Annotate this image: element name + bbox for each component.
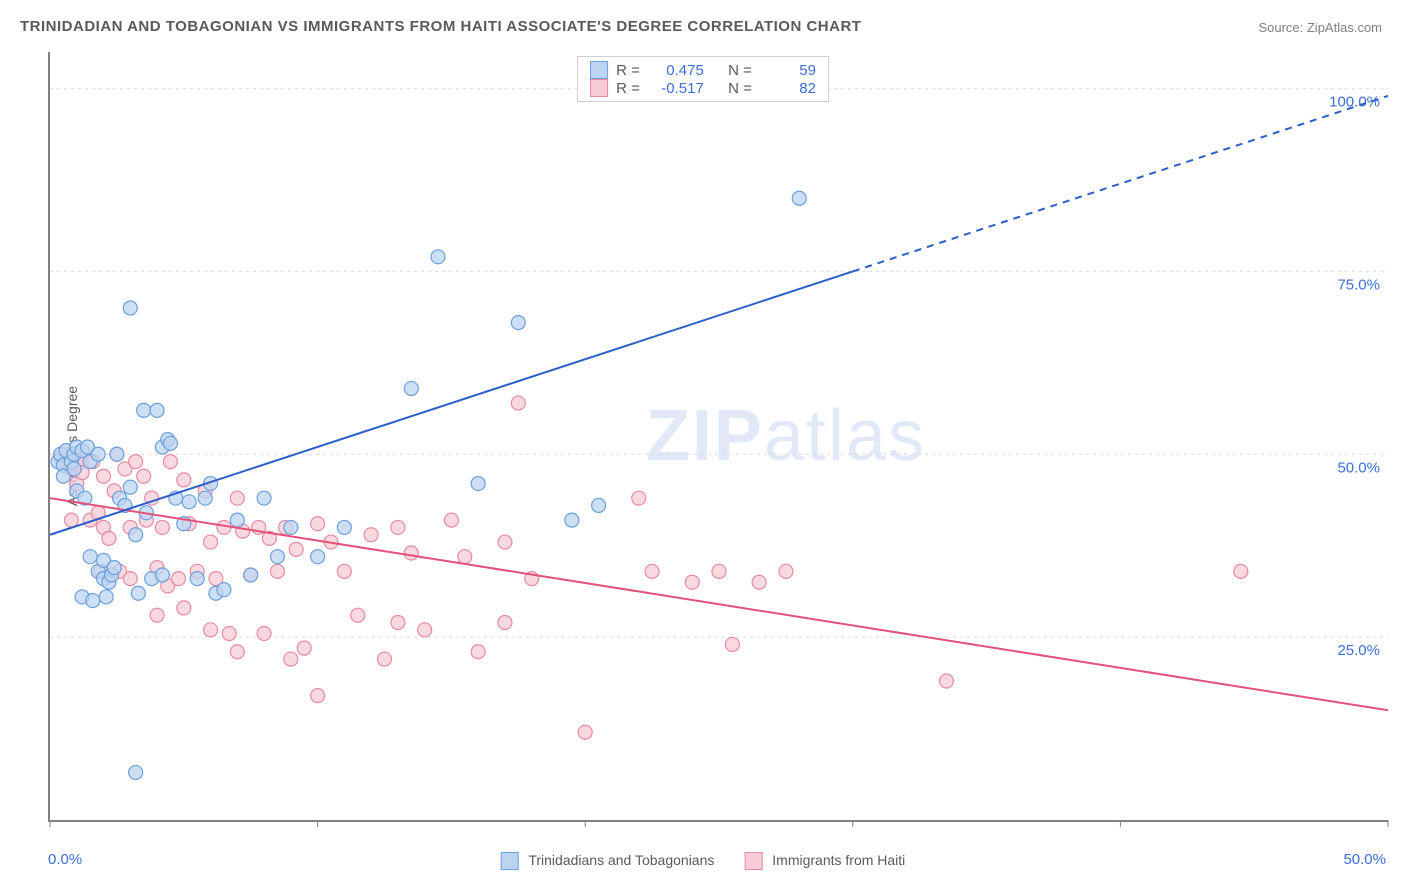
source-label: Source: ZipAtlas.com — [1258, 20, 1382, 35]
legend-item-1: Trinidadians and Tobagonians — [501, 852, 715, 870]
svg-text:25.0%: 25.0% — [1337, 642, 1380, 659]
svg-text:50.0%: 50.0% — [1337, 459, 1380, 476]
n-label: N = — [728, 62, 752, 79]
legend-label-1: Trinidadians and Tobagonians — [528, 852, 714, 868]
n-value-2: 82 — [760, 80, 816, 97]
x-axis-max-label: 50.0% — [1343, 851, 1386, 868]
r-value-1: 0.475 — [648, 62, 704, 79]
stats-row-1: R = 0.475 N = 59 — [590, 61, 816, 79]
legend-label-2: Immigrants from Haiti — [772, 852, 905, 868]
svg-text:100.0%: 100.0% — [1329, 94, 1380, 111]
r-label: R = — [616, 62, 640, 79]
legend-swatch-1 — [501, 852, 519, 870]
plot-area: ZIPatlas 25.0%50.0%75.0%100.0% — [48, 52, 1388, 822]
x-axis-min-label: 0.0% — [48, 851, 82, 868]
svg-text:75.0%: 75.0% — [1337, 276, 1380, 293]
n-label: N = — [728, 80, 752, 97]
swatch-series-2 — [590, 79, 608, 97]
stats-row-2: R = -0.517 N = 82 — [590, 79, 816, 97]
chart-svg: 25.0% 50.0% 75.0% 100.0% — [50, 52, 1388, 820]
legend-swatch-2 — [744, 852, 762, 870]
n-value-1: 59 — [760, 62, 816, 79]
r-value-2: -0.517 — [648, 80, 704, 97]
stats-legend-box: R = 0.475 N = 59 R = -0.517 N = 82 — [577, 56, 829, 102]
legend-bottom: Trinidadians and Tobagonians Immigrants … — [501, 852, 906, 870]
r-label: R = — [616, 80, 640, 97]
chart-title: TRINIDADIAN AND TOBAGONIAN VS IMMIGRANTS… — [20, 18, 861, 35]
swatch-series-1 — [590, 61, 608, 79]
legend-item-2: Immigrants from Haiti — [744, 852, 905, 870]
